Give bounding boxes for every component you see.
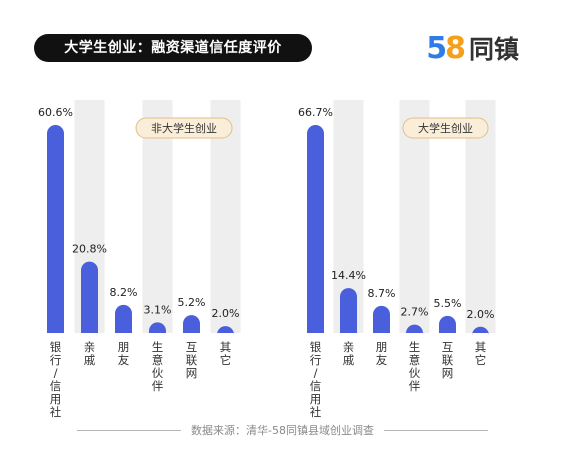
category-label: / (54, 366, 58, 380)
category-label: 其 (220, 340, 232, 354)
category-label: 戚 (343, 353, 355, 367)
category-label: 信 (310, 379, 322, 393)
category-label: 联 (442, 353, 454, 367)
bar (115, 304, 132, 333)
category-label: 联 (186, 353, 198, 367)
page-title: 大学生创业：融资渠道信任度评价 (34, 34, 312, 62)
value-label: 60.6% (38, 106, 73, 119)
bar (406, 324, 423, 334)
category-label: 朋 (118, 340, 130, 354)
value-label: 8.7% (368, 287, 396, 300)
category-label: 互 (186, 340, 198, 354)
footer-rule-left (77, 429, 182, 431)
logo-digit-5: 5 (426, 30, 448, 66)
category-label: 它 (220, 353, 232, 367)
bar (307, 125, 324, 333)
category-label: 银 (310, 340, 322, 354)
category-label: 行 (50, 353, 62, 367)
category-label: 亲 (84, 340, 96, 354)
bar (340, 288, 357, 333)
value-label: 2.0% (467, 308, 495, 321)
value-label: 14.4% (331, 269, 366, 282)
category-label: 意 (409, 353, 421, 367)
logo-text: 同镇 (468, 35, 519, 64)
category-label: 网 (442, 366, 454, 380)
category-label: 行 (310, 353, 322, 367)
bar (47, 125, 64, 333)
category-label: 友 (118, 353, 130, 367)
legend-label: 非大学生创业 (151, 121, 217, 135)
logo-digit-8: 8 (445, 30, 466, 66)
bar (373, 305, 390, 333)
value-label: 20.8% (72, 243, 107, 256)
category-label: 亲 (343, 340, 355, 354)
category-label: 社 (50, 405, 62, 419)
category-label: 网 (186, 366, 198, 380)
value-label: 8.2% (110, 286, 138, 299)
category-label: 互 (442, 340, 454, 354)
category-label: 友 (376, 353, 388, 367)
bar (81, 261, 98, 333)
category-label: 社 (310, 405, 322, 419)
bar (149, 322, 166, 333)
category-label: 其 (475, 340, 487, 354)
bar (472, 326, 489, 336)
value-label: 3.1% (144, 303, 172, 316)
category-label: 戚 (84, 353, 96, 367)
category-label: 伙 (409, 366, 421, 380)
category-label: 银 (50, 340, 62, 354)
bar (439, 315, 456, 333)
category-label: 它 (475, 353, 487, 367)
legend-label: 大学生创业 (418, 121, 473, 135)
category-label: 伴 (409, 379, 421, 393)
bar (183, 315, 200, 333)
value-label: 5.5% (434, 297, 462, 310)
footer: 数据来源：清华-58同镇县域创业调查 (0, 421, 565, 439)
background-band (210, 100, 241, 333)
category-label: / (314, 366, 318, 380)
category-label: 伙 (152, 366, 164, 380)
category-label: 信 (50, 379, 62, 393)
category-label: 意 (152, 353, 164, 367)
bar (217, 326, 234, 335)
data-source: 数据来源：清华-58同镇县域创业调查 (191, 424, 374, 437)
category-label: 用 (310, 392, 322, 406)
category-label: 生 (409, 340, 421, 354)
background-band (399, 100, 430, 333)
value-label: 5.2% (178, 296, 206, 309)
brand-logo: 5 8 同镇 (426, 30, 519, 66)
category-label: 伴 (152, 379, 164, 393)
legend-badge (402, 117, 489, 139)
background-band (465, 100, 496, 333)
category-label: 生 (152, 340, 164, 354)
background-band (142, 100, 173, 333)
value-label: 2.7% (401, 306, 429, 319)
category-label: 用 (50, 392, 62, 406)
value-label: 2.0% (212, 307, 240, 320)
category-label: 朋 (376, 340, 388, 354)
value-label: 66.7% (298, 106, 333, 119)
legend-badge (135, 117, 233, 139)
footer-rule-right (383, 429, 488, 431)
